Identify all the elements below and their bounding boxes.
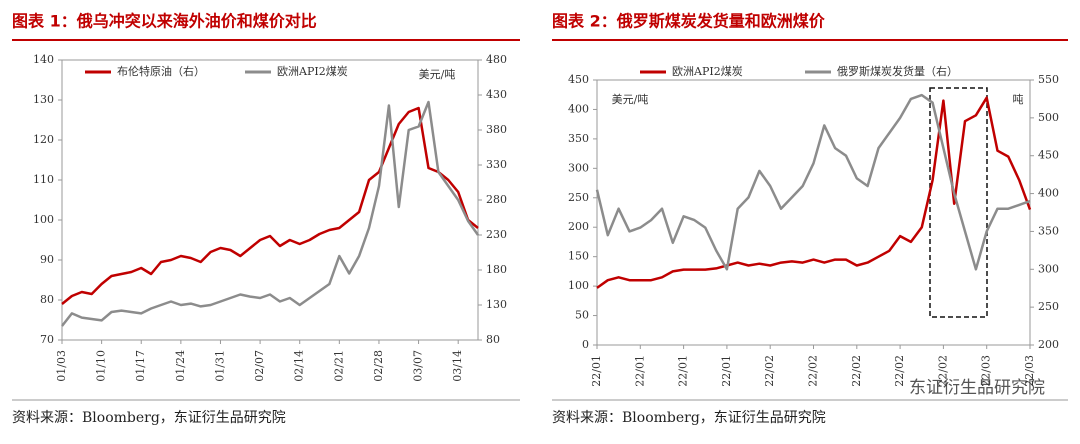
y2-tick-label: 350 [1038,224,1059,237]
y-tick-label: 0 [582,338,589,351]
x-tick-label: 01/24 [174,350,187,382]
x-tick-label: 03/14 [451,350,464,382]
x-tick-label: 02/07 [253,350,266,382]
y-tick-label: 140 [33,53,54,66]
x-tick-label: 01/03 [55,350,68,382]
y-tick-label: 50 [575,309,589,322]
y2-tick-label: 330 [486,158,507,171]
y2-tick-label: 280 [486,193,507,206]
y-tick-label: 100 [568,279,589,292]
x-tick-label: 01/10 [95,350,108,382]
y2-unit: 美元/吨 [419,68,456,81]
x-tick-label: 22/01 [677,355,690,387]
x-tick-label: 22/01 [720,355,733,387]
y-tick-label: 250 [568,191,589,204]
x-tick-label: 01/31 [213,350,226,382]
y-tick-label: 200 [568,220,589,233]
x-tick-label: 22/02 [936,355,949,387]
x-tick-label: 01/17 [134,350,147,382]
y-tick-label: 110 [33,173,54,186]
y2-tick-label: 130 [486,298,507,311]
x-tick-label: 02/21 [332,350,345,382]
legend-label: 欧洲API2煤炭 [672,65,743,78]
y2-tick-label: 450 [1038,149,1059,162]
y2-tick-label: 380 [486,123,507,136]
y-tick-label: 130 [33,93,54,106]
y2-tick-label: 300 [1038,262,1059,275]
chart-title: 图表 2：俄罗斯煤炭发货量和欧洲煤价 [552,12,826,31]
y-unit: 美元/吨 [612,93,649,106]
series-line [596,96,1032,289]
x-tick-label: 03/07 [412,350,425,382]
y-tick-label: 350 [568,132,589,145]
x-tick-label: 22/02 [893,355,906,387]
source: 资料来源：Bloomberg，东证衍生品研究院 [12,410,286,426]
chart-title: 图表 1：俄乌冲突以来海外油价和煤价对比 [12,12,317,31]
y-tick-label: 400 [568,102,589,115]
y-tick-label: 300 [568,161,589,174]
source: 资料来源：Bloomberg，东证衍生品研究院 [552,410,826,426]
y2-tick-label: 80 [486,333,500,346]
x-tick-label: 22/03 [980,355,993,387]
watermark: 东证衍生品研究院 [909,378,1045,398]
x-tick-label: 22/02 [807,355,820,387]
series-line [595,93,1031,271]
y-tick-label: 150 [568,250,589,263]
legend-label: 俄罗斯煤炭发货量（右） [837,64,958,78]
x-tick-label: 22/02 [763,355,776,387]
legend-label: 欧洲API2煤炭 [277,65,348,78]
y-tick-label: 90 [40,253,54,266]
x-tick-label: 02/28 [372,350,385,382]
y2-tick-label: 400 [1038,187,1059,200]
y2-tick-label: 200 [1038,338,1059,351]
y2-tick-label: 430 [486,88,507,101]
x-tick-label: 22/02 [850,355,863,387]
y-tick-label: 80 [40,293,54,306]
legend-label: 布伦特原油（右） [117,64,205,78]
y2-tick-label: 230 [486,228,507,241]
y-tick-label: 450 [568,73,589,86]
y-tick-label: 70 [40,333,54,346]
x-tick-label: 22/03 [1023,355,1036,387]
y2-tick-label: 180 [486,263,507,276]
series-line [61,106,479,305]
highlight-box [929,87,988,318]
x-tick-label: 22/01 [590,355,603,387]
x-tick-label: 22/01 [633,355,646,387]
y2-unit: 吨 [1013,93,1024,106]
y2-tick-label: 500 [1038,111,1059,124]
y2-tick-label: 250 [1038,300,1059,313]
y-tick-label: 100 [33,213,54,226]
series-line [61,100,480,327]
y-tick-label: 120 [33,133,54,146]
y2-tick-label: 480 [486,53,507,66]
y2-tick-label: 550 [1038,73,1059,86]
x-tick-label: 02/14 [293,350,306,382]
